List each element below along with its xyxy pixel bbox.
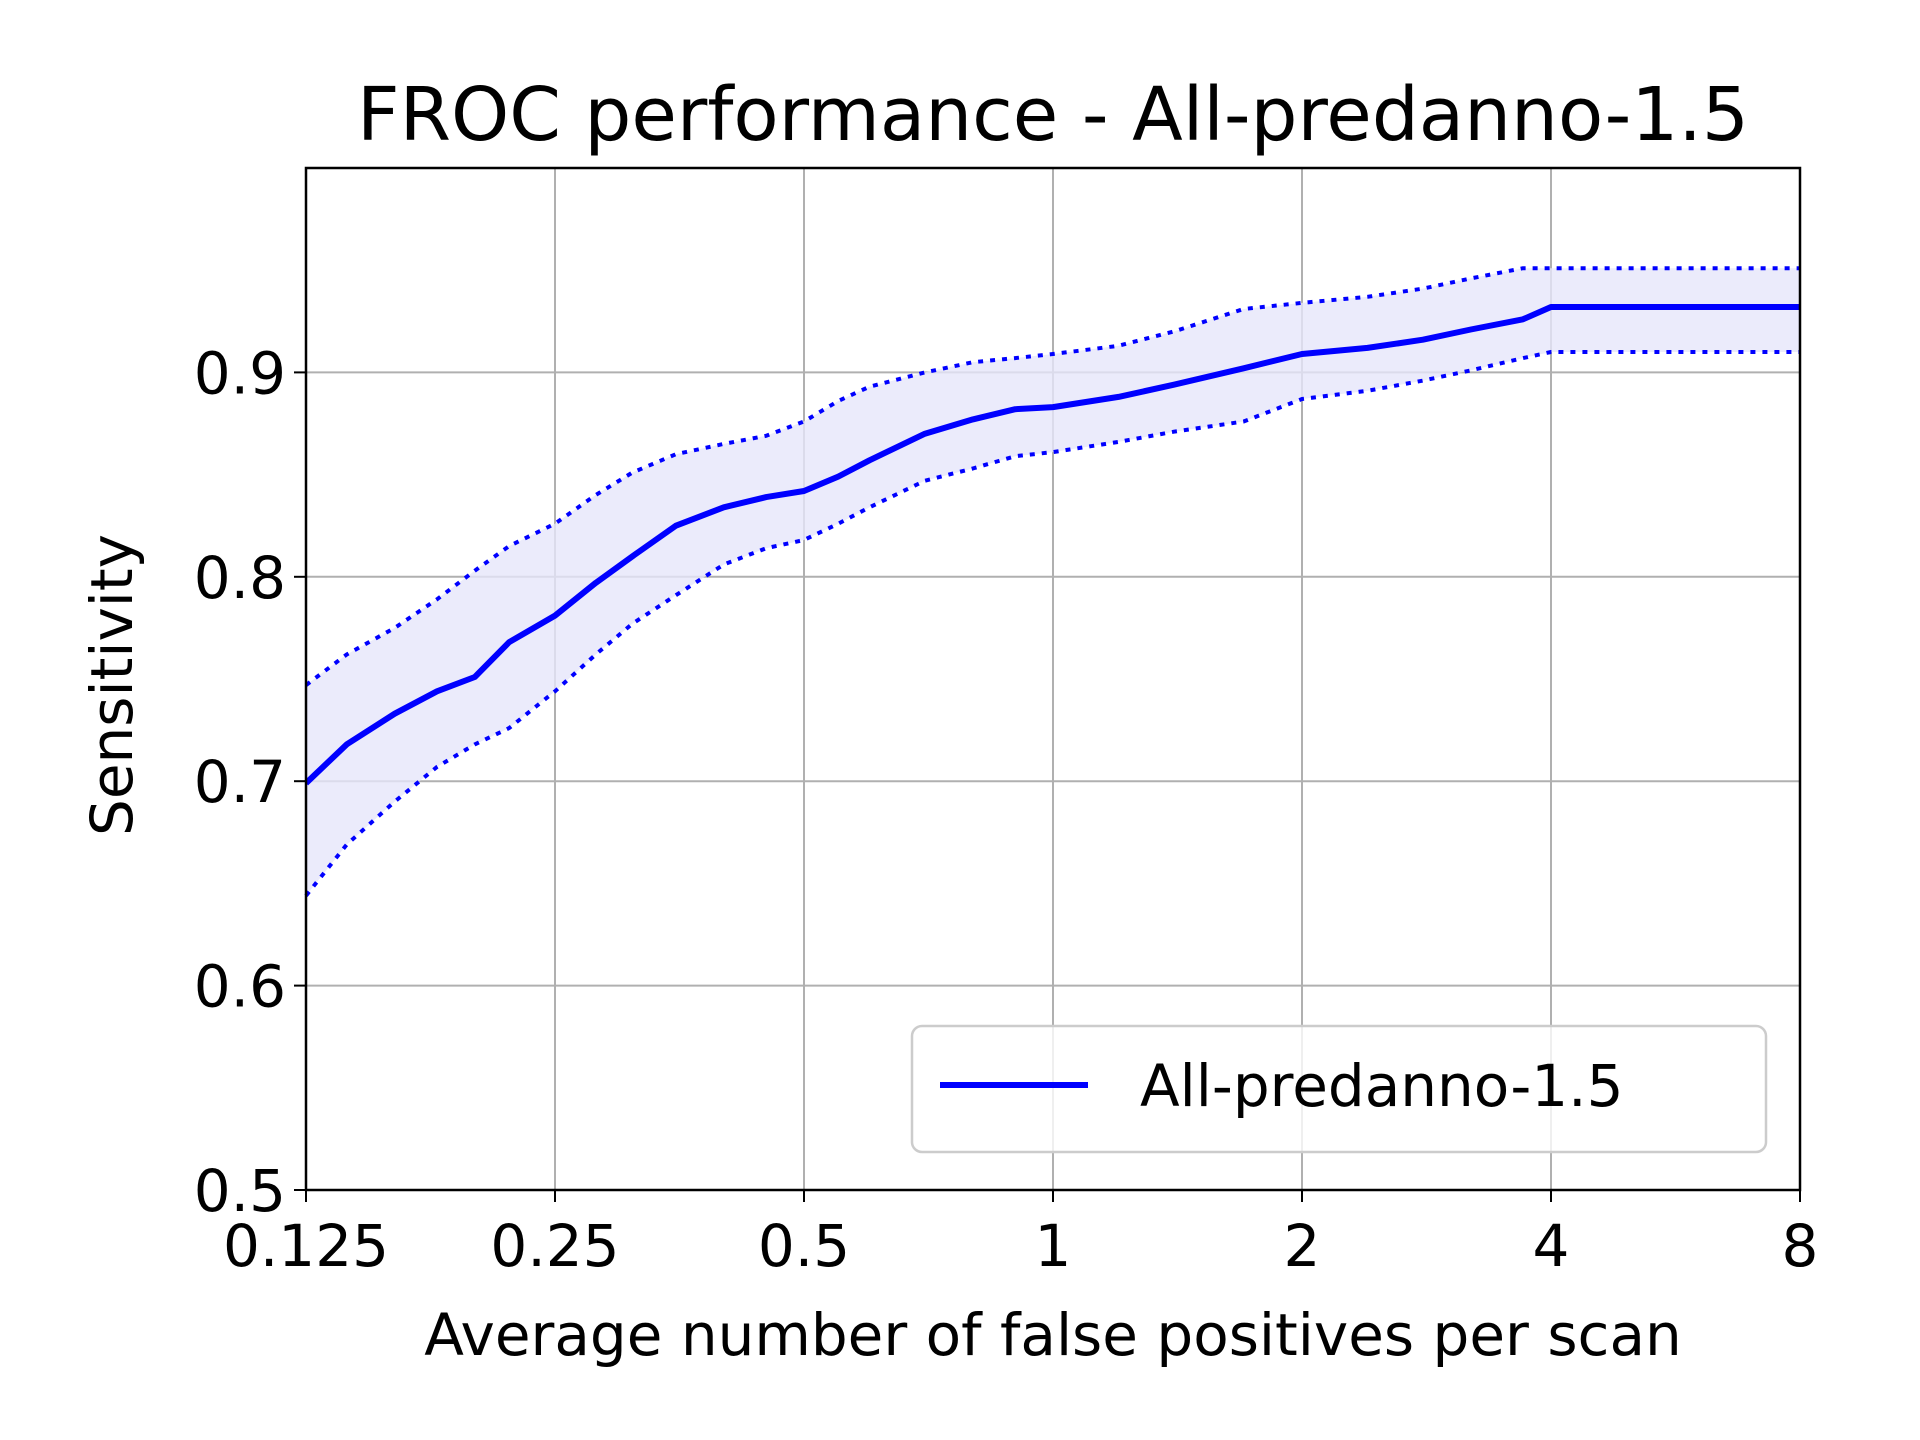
legend: All-predanno-1.5 — [910, 1024, 1768, 1154]
x-tick-label: 2 — [1284, 1212, 1321, 1280]
confidence-band-area — [306, 268, 1800, 896]
x-axis-label: Average number of false positives per sc… — [424, 1301, 1682, 1369]
x-tick-label: 1 — [1035, 1212, 1072, 1280]
y-axis-label: Sensitivity — [78, 534, 146, 836]
y-tick-label: 0.7 — [194, 748, 286, 816]
series-lines — [303, 266, 1800, 897]
y-tick-label: 0.6 — [194, 953, 286, 1021]
x-tick-label: 8 — [1782, 1212, 1819, 1280]
y-tick-label: 0.5 — [194, 1157, 286, 1225]
x-tick-label: 0.125 — [223, 1212, 389, 1280]
y-tick-label: 0.9 — [194, 339, 286, 407]
legend-box — [910, 1024, 1768, 1154]
series-line-all-predanno-1.5 — [303, 304, 1800, 786]
confidence-band — [306, 268, 1800, 896]
x-tick-label: 4 — [1533, 1212, 1570, 1280]
legend-label: All-predanno-1.5 — [1140, 1052, 1624, 1120]
chart-title: FROC performance - All-predanno-1.5 — [357, 72, 1749, 158]
upper-bound-line — [304, 266, 1800, 687]
x-tick-label: 0.25 — [490, 1212, 619, 1280]
lower-bound-line — [304, 350, 1800, 897]
x-tick-label: 0.5 — [758, 1212, 850, 1280]
y-tick-label: 0.8 — [194, 544, 286, 612]
axis-ticks: 0.125 0.25 0.5 1 2 4 8 0.5 0.6 0.7 0.8 0.9 — [194, 339, 1819, 1280]
